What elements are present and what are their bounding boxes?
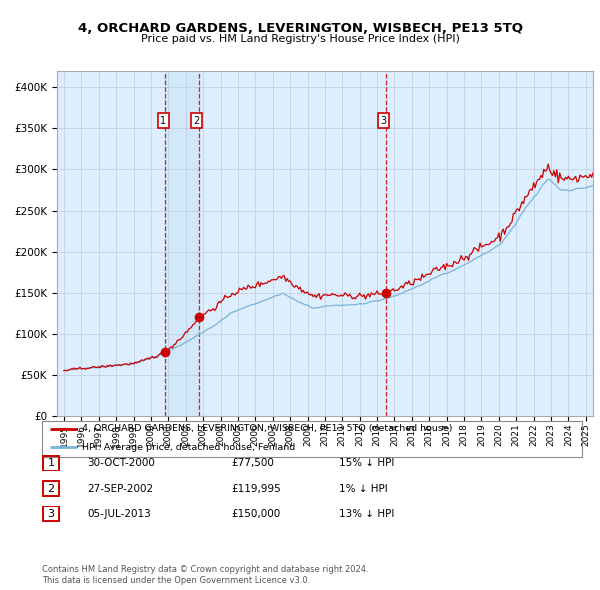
Text: 1: 1 [47,458,55,468]
Text: 30-OCT-2000: 30-OCT-2000 [87,458,155,468]
Text: 1% ↓ HPI: 1% ↓ HPI [339,484,388,493]
Text: £119,995: £119,995 [231,484,281,493]
Text: 4, ORCHARD GARDENS, LEVERINGTON, WISBECH, PE13 5TQ (detached house): 4, ORCHARD GARDENS, LEVERINGTON, WISBECH… [83,424,453,433]
Text: 15% ↓ HPI: 15% ↓ HPI [339,458,394,468]
Text: Price paid vs. HM Land Registry's House Price Index (HPI): Price paid vs. HM Land Registry's House … [140,34,460,44]
Text: 2: 2 [47,484,55,493]
Text: 3: 3 [47,509,55,519]
Text: 13% ↓ HPI: 13% ↓ HPI [339,509,394,519]
Text: £77,500: £77,500 [231,458,274,468]
Text: £150,000: £150,000 [231,509,280,519]
Text: 4, ORCHARD GARDENS, LEVERINGTON, WISBECH, PE13 5TQ: 4, ORCHARD GARDENS, LEVERINGTON, WISBECH… [77,22,523,35]
Text: 05-JUL-2013: 05-JUL-2013 [87,509,151,519]
Text: 27-SEP-2002: 27-SEP-2002 [87,484,153,493]
Bar [166,71,199,416]
Text: Contains HM Land Registry data © Crown copyright and database right 2024.: Contains HM Land Registry data © Crown c… [42,565,368,574]
Text: HPI: Average price, detached house, Fenland: HPI: Average price, detached house, Fenl… [83,442,296,451]
Text: 3: 3 [380,116,387,126]
Text: 1: 1 [160,116,166,126]
Text: 2: 2 [193,116,200,126]
Text: This data is licensed under the Open Government Licence v3.0.: This data is licensed under the Open Gov… [42,576,310,585]
